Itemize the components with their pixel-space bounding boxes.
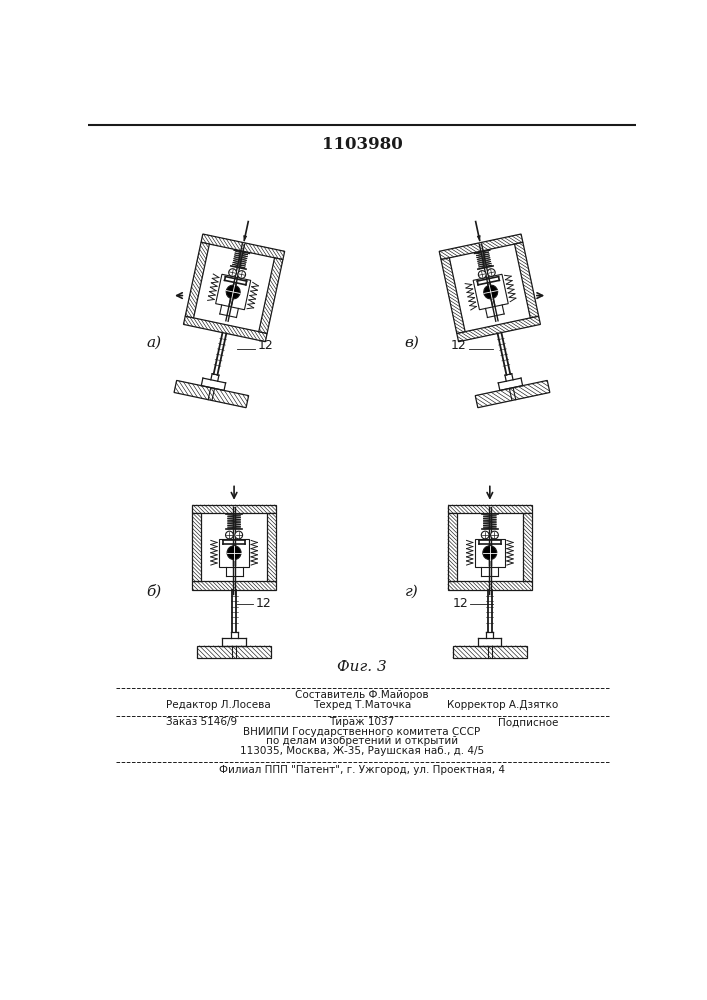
Polygon shape — [448, 513, 457, 581]
Circle shape — [481, 531, 489, 539]
Polygon shape — [244, 236, 247, 240]
Text: Составитель Ф.Майоров: Составитель Ф.Майоров — [295, 690, 428, 700]
Text: Техред Т.Маточка: Техред Т.Маточка — [312, 700, 411, 710]
Polygon shape — [259, 258, 283, 333]
Circle shape — [226, 285, 240, 299]
Polygon shape — [174, 380, 249, 408]
Circle shape — [483, 546, 497, 560]
Text: Корректор А.Дзятко: Корректор А.Дзятко — [447, 700, 558, 710]
Polygon shape — [448, 505, 532, 513]
Text: Редактор Л.Лосева: Редактор Л.Лосева — [166, 700, 271, 710]
Text: по делам изобретений и открытий: по делам изобретений и открытий — [266, 736, 458, 746]
Text: Фиг. 3: Фиг. 3 — [337, 660, 387, 674]
Circle shape — [227, 546, 241, 560]
Polygon shape — [457, 316, 540, 342]
Polygon shape — [453, 646, 527, 658]
Text: 12: 12 — [452, 597, 468, 610]
Polygon shape — [197, 646, 271, 658]
Text: Филиал ППП "Патент", г. Ужгород, ул. Проектная, 4: Филиал ППП "Патент", г. Ужгород, ул. Про… — [219, 765, 505, 775]
Circle shape — [491, 531, 498, 539]
Polygon shape — [439, 234, 523, 260]
Text: в): в) — [404, 336, 419, 350]
Circle shape — [228, 269, 236, 276]
Text: ВНИИПИ Государственного комитета СССР: ВНИИПИ Государственного комитета СССР — [243, 727, 481, 737]
Text: 12: 12 — [256, 597, 271, 610]
Polygon shape — [184, 316, 267, 342]
Text: Тираж 1037: Тираж 1037 — [329, 717, 395, 727]
Circle shape — [487, 269, 495, 276]
Text: 12: 12 — [257, 339, 273, 352]
Circle shape — [235, 531, 243, 539]
Polygon shape — [515, 242, 539, 318]
Polygon shape — [192, 581, 276, 590]
Polygon shape — [267, 513, 276, 581]
Text: 12: 12 — [451, 339, 467, 352]
Text: а): а) — [146, 336, 162, 350]
Polygon shape — [185, 242, 209, 318]
Circle shape — [238, 271, 245, 278]
Text: Подписное: Подписное — [498, 717, 558, 727]
Polygon shape — [201, 234, 285, 260]
Text: 113035, Москва, Ж-35, Раушская наб., д. 4/5: 113035, Москва, Ж-35, Раушская наб., д. … — [240, 746, 484, 756]
Polygon shape — [192, 505, 276, 513]
Text: Заказ 5146/9: Заказ 5146/9 — [166, 717, 237, 727]
Polygon shape — [192, 513, 201, 581]
Polygon shape — [448, 581, 532, 590]
Polygon shape — [477, 236, 480, 240]
Text: б): б) — [146, 585, 162, 599]
Polygon shape — [441, 258, 465, 333]
Text: 1103980: 1103980 — [322, 136, 402, 153]
Polygon shape — [475, 380, 550, 408]
Text: г): г) — [404, 585, 419, 599]
Circle shape — [484, 285, 498, 299]
Polygon shape — [523, 513, 532, 581]
Circle shape — [226, 531, 233, 539]
Circle shape — [479, 271, 486, 278]
